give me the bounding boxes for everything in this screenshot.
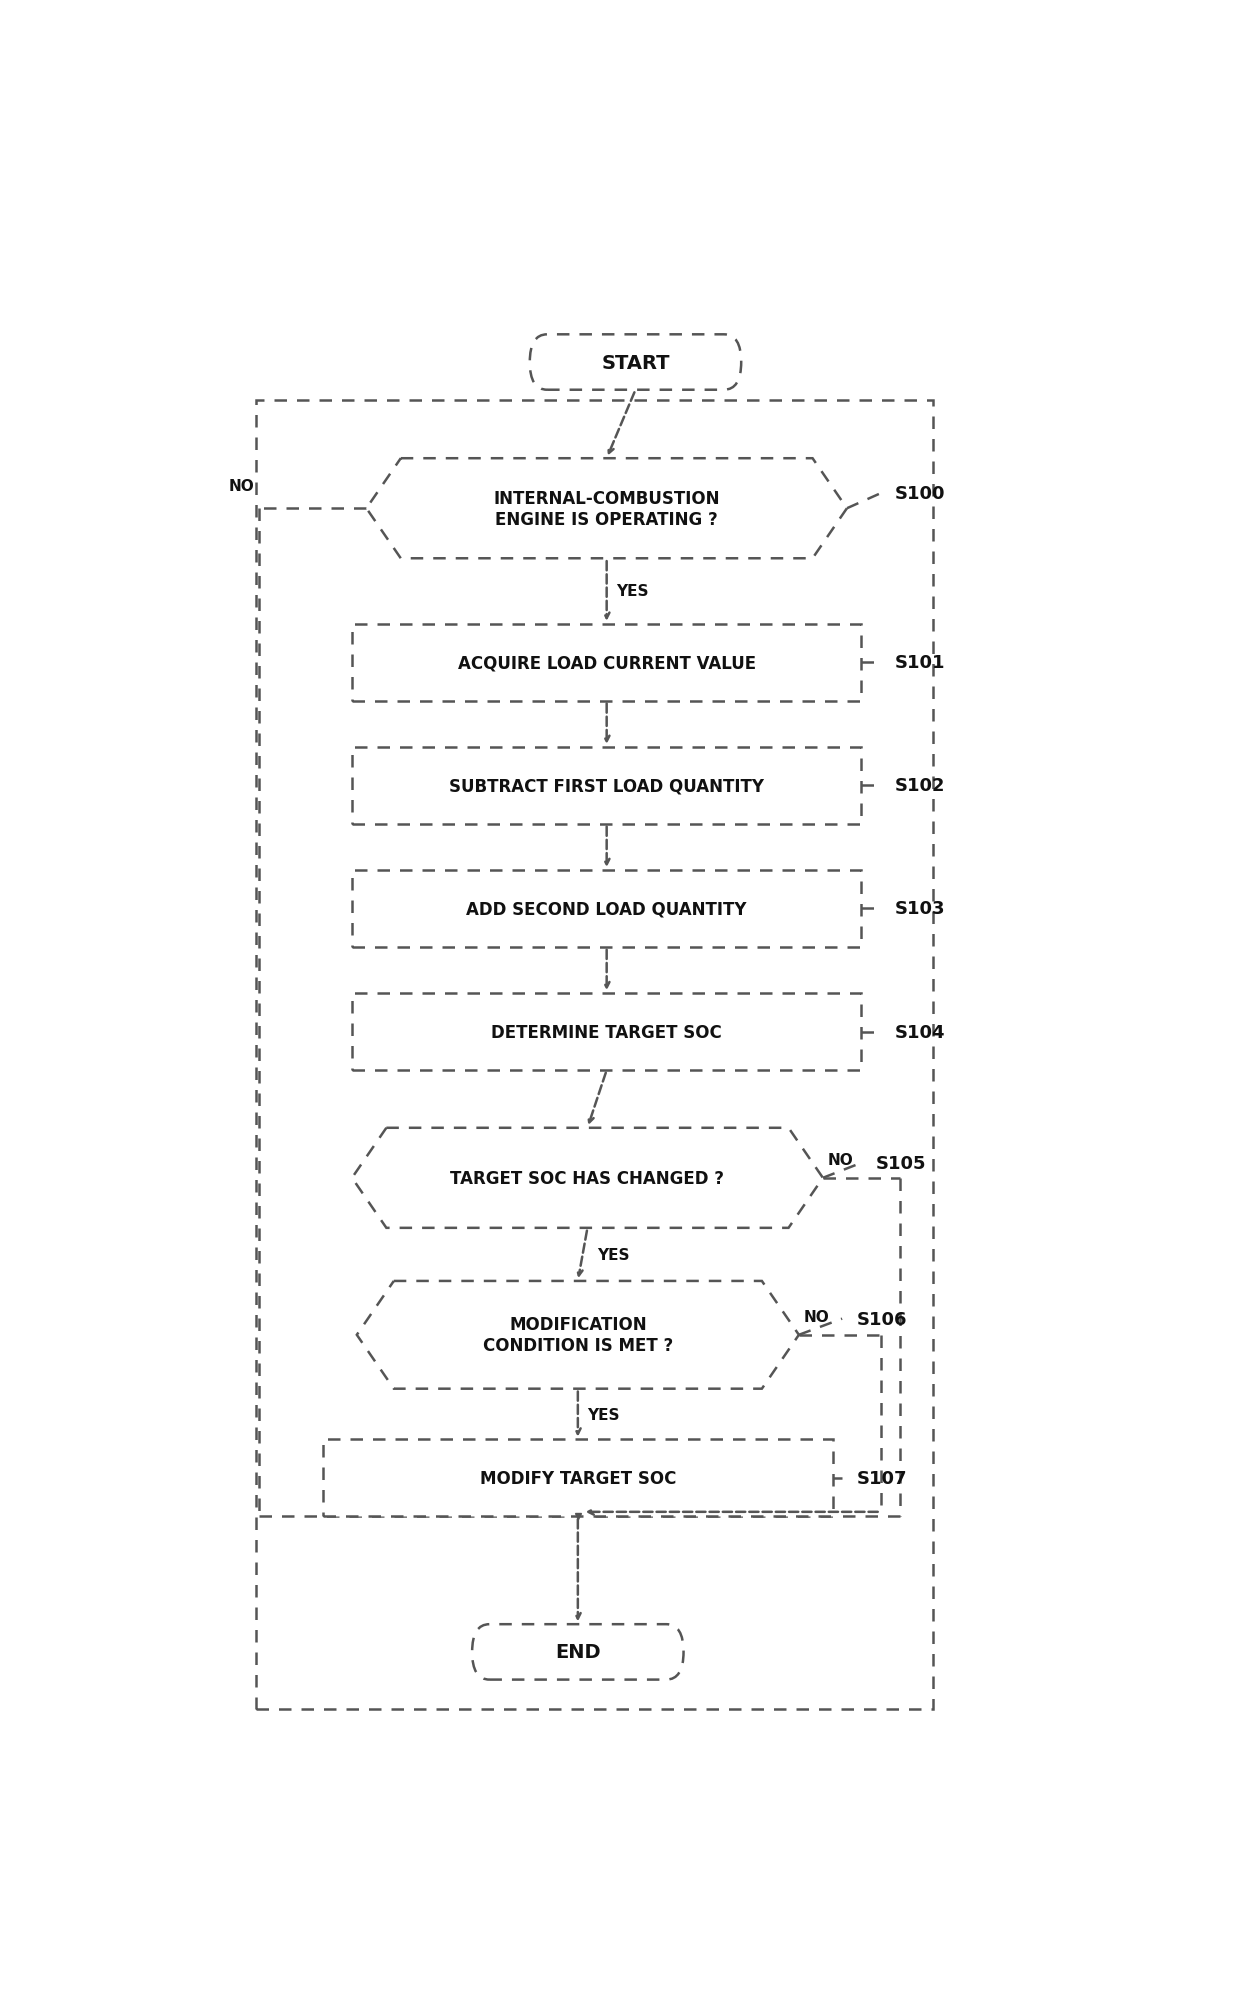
Text: YES: YES bbox=[616, 583, 649, 599]
FancyBboxPatch shape bbox=[324, 1441, 832, 1516]
Polygon shape bbox=[357, 1281, 799, 1389]
Text: S104: S104 bbox=[895, 1023, 945, 1041]
FancyBboxPatch shape bbox=[352, 623, 862, 701]
FancyBboxPatch shape bbox=[472, 1624, 683, 1680]
Text: S105: S105 bbox=[875, 1155, 926, 1173]
Polygon shape bbox=[352, 1129, 823, 1229]
Text: MODIFY TARGET SOC: MODIFY TARGET SOC bbox=[480, 1469, 676, 1487]
Text: YES: YES bbox=[596, 1247, 630, 1263]
Text: NO: NO bbox=[828, 1153, 853, 1167]
Text: S101: S101 bbox=[895, 653, 945, 671]
Text: END: END bbox=[556, 1642, 600, 1662]
Text: ACQUIRE LOAD CURRENT VALUE: ACQUIRE LOAD CURRENT VALUE bbox=[458, 653, 755, 671]
Text: NO: NO bbox=[228, 478, 254, 494]
Polygon shape bbox=[367, 460, 847, 559]
FancyBboxPatch shape bbox=[352, 747, 862, 825]
Text: INTERNAL-COMBUSTION
ENGINE IS OPERATING ?: INTERNAL-COMBUSTION ENGINE IS OPERATING … bbox=[494, 490, 720, 527]
Text: S106: S106 bbox=[857, 1311, 906, 1329]
FancyBboxPatch shape bbox=[529, 336, 742, 390]
Text: S103: S103 bbox=[895, 899, 945, 917]
Text: MODIFICATION
CONDITION IS MET ?: MODIFICATION CONDITION IS MET ? bbox=[482, 1317, 673, 1355]
FancyBboxPatch shape bbox=[352, 871, 862, 947]
Text: S102: S102 bbox=[895, 777, 945, 795]
Text: SUBTRACT FIRST LOAD QUANTITY: SUBTRACT FIRST LOAD QUANTITY bbox=[449, 777, 764, 795]
Text: TARGET SOC HAS CHANGED ?: TARGET SOC HAS CHANGED ? bbox=[450, 1169, 724, 1187]
Text: S100: S100 bbox=[895, 486, 945, 503]
Text: ADD SECOND LOAD QUANTITY: ADD SECOND LOAD QUANTITY bbox=[466, 899, 746, 917]
Text: S107: S107 bbox=[857, 1469, 906, 1487]
Text: DETERMINE TARGET SOC: DETERMINE TARGET SOC bbox=[491, 1023, 722, 1041]
Text: YES: YES bbox=[588, 1407, 620, 1423]
FancyBboxPatch shape bbox=[352, 993, 862, 1071]
Text: START: START bbox=[601, 354, 670, 372]
Text: NO: NO bbox=[804, 1309, 830, 1325]
